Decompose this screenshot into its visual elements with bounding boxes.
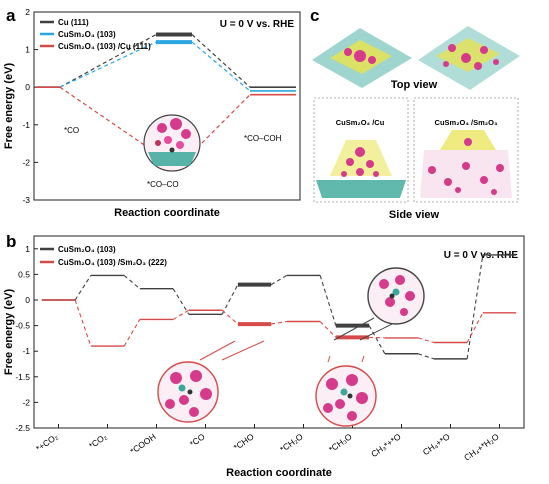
watermark: 知乎 @测试云平台 [404, 456, 487, 469]
panel-a-connector [191, 34, 251, 88]
panel-b-xtick-label: CH₄+*O [421, 431, 452, 457]
panel-a-condition: U = 0 V vs. RHE [220, 19, 295, 30]
panel-b-yticks: -2.5 -2 -1.5 -1 -0.5 0 0.5 1 [15, 244, 38, 433]
panel-c: c Top view CuSm₂O₄ /Cu [310, 6, 520, 221]
panel-b-ytick-label: -1 [22, 346, 30, 356]
annotation-co-coh: *CO–COH [244, 134, 282, 143]
panel-a-yticks: -3 -2 -1 0 1 2 [22, 7, 38, 205]
panel-b-xtick-label: *+CO₂ [34, 431, 60, 453]
panel-b-connector [368, 325, 386, 355]
panel-b-ytick-label: 0 [25, 295, 30, 305]
panel-b-inset-cho [157, 340, 265, 423]
panel-a-ylabel: Free energy (eV) [3, 63, 15, 150]
panel-b-connector [172, 288, 190, 315]
panel-a-ytick-label: 1 [25, 45, 30, 55]
panel-b-connector [466, 312, 484, 343]
panel-b-xtick-label: *CH₂O [278, 431, 305, 454]
panel-b-connector [74, 275, 92, 301]
panel-b-xlabel: Reaction coordinate [226, 467, 332, 479]
panel-b-legend-label: CuSm₂O₄ (103) [58, 245, 116, 254]
panel-b-ytick-label: -2 [22, 397, 30, 407]
panel-b-legend: CuSm₂O₄ (103) CuSm₂O₄ (103) /Sm₂O₃ (222) [40, 245, 167, 267]
panel-a-connector [59, 86, 157, 154]
top-view-label: Top view [391, 79, 438, 91]
panel-b-ytick-label: 1 [25, 244, 30, 254]
side-view-left-box [313, 97, 409, 203]
panel-b-xtick-label: *CO [188, 431, 207, 449]
panel-b-inset-ch3o-red [315, 355, 377, 427]
panel-b-xticks: *+CO₂ *CO₂ *COOH *CO *CHO *CH₂O *CH₃O CH₃*+*O CH… [34, 424, 501, 463]
panel-b-connector [417, 353, 435, 360]
panel-b-connector [221, 309, 239, 325]
panel-b-connector [418, 337, 434, 344]
panel-a-ytick-label: -1 [22, 120, 30, 130]
panel-b-connector [270, 274, 288, 286]
panel-b-xtick-label: *CHO [232, 431, 256, 452]
panel-b-letter: b [6, 232, 16, 251]
panel-b-inset-ch3o-grey [333, 267, 425, 341]
panel-b-ytick-label: -0.5 [15, 321, 30, 331]
panel-b-ytick-label: -2.5 [15, 423, 30, 433]
panel-b-ylabel: Free energy (eV) [3, 289, 15, 376]
panel-a-xlabel: Reaction coordinate [114, 207, 220, 219]
panel-b-xtick-label: *CH₃O [327, 431, 354, 454]
panel-b-connector [74, 299, 92, 347]
panel-a-letter: a [6, 6, 16, 25]
panel-a: a Free energy (eV) Reaction coordinate U… [3, 6, 301, 219]
annotation-co: *CO [64, 126, 79, 135]
panel-b-connector [466, 254, 484, 359]
panel-b-connector [221, 284, 239, 315]
panel-a-connector [59, 34, 157, 88]
panel-b-legend-label: CuSm₂O₄ (103) /Sm₂O₃ (222) [58, 258, 167, 267]
panel-b-connector [123, 319, 141, 347]
side-view-label: Side view [389, 209, 440, 221]
panel-a-ytick-label: 0 [25, 82, 30, 92]
side-view-right-label: CuSm₂O₄ /Sm₂O₃ [435, 118, 498, 127]
panel-b-condition: U = 0 V vs. RHE [444, 250, 519, 261]
side-view-left-label: CuSm₂O₄ /Cu [336, 118, 385, 127]
panel-b: b Free energy (eV) Reaction coordinate U… [3, 232, 525, 479]
panel-a-ytick-label: -2 [22, 157, 30, 167]
panel-a-legend-label: Cu (111) [58, 18, 89, 27]
panel-b-series [41, 254, 517, 360]
panel-b-plot-frame [33, 235, 525, 429]
panel-a-legend-label: CuSm₂O₄ (103) [58, 30, 116, 39]
panel-b-connector [319, 275, 337, 326]
panel-b-ytick-label: -1.5 [15, 372, 30, 382]
panel-b-connector [319, 321, 337, 338]
panel-b-xtick-label: *CO₂ [87, 431, 109, 450]
panel-a-legend: Cu (111) CuSm₂O₄ (103) CuSm₂O₄ (103) /Cu (… [40, 18, 151, 51]
top-view-right-structure [418, 26, 520, 90]
panel-b-connector [123, 275, 141, 290]
panel-a-ytick-label: -3 [22, 195, 30, 205]
panel-b-connector [369, 336, 385, 339]
panel-a-connector [59, 41, 157, 88]
panel-b-ytick-label: 0.5 [18, 269, 30, 279]
panel-b-xtick-label: *COOH [128, 431, 157, 456]
side-view-right-box [413, 97, 519, 203]
panel-b-connector [172, 309, 190, 320]
panel-a-connector [191, 94, 251, 154]
annotation-co-co: *CO–CO [147, 180, 179, 189]
panel-b-xtick-label: CH₃*+*O [369, 431, 403, 459]
panel-a-ytick-label: 2 [25, 7, 30, 17]
panel-c-letter: c [310, 6, 319, 25]
panel-b-connector [271, 320, 287, 325]
panel-a-legend-label: CuSm₂O₄ (103) /Cu (111) [58, 42, 151, 51]
panel-a-connector [191, 41, 251, 92]
top-view-left-structure [312, 28, 412, 88]
panel-a-inset-structure [143, 114, 201, 172]
panel-a-plot-frame [33, 11, 301, 201]
